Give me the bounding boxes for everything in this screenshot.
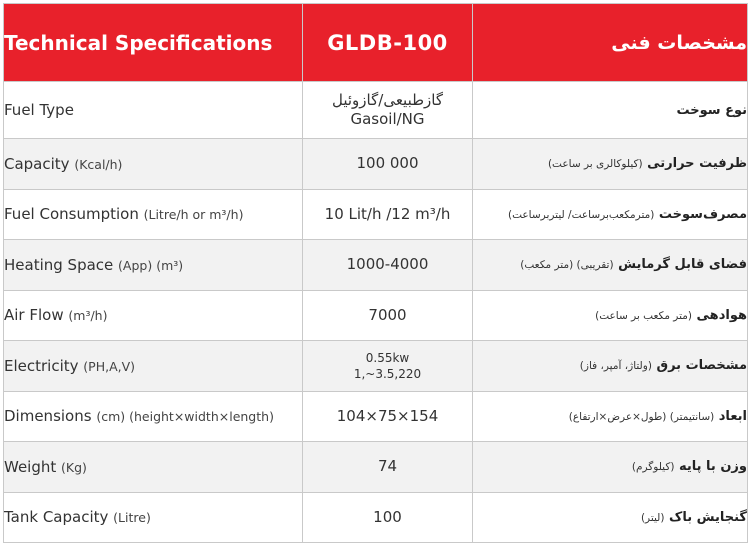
spec-label: Air Flow (4, 306, 64, 325)
spec-value: 10 Lit/h /12 m³/h (302, 188, 473, 240)
spec-name: Heating Space (App) (m³) (3, 239, 303, 291)
spec-name: Tank Capacity (Litre) (3, 491, 303, 543)
header-persian-specifications: مشخصات فنی (472, 3, 748, 82)
header-row: Technical Specifications GLDB-100 مشخصات… (3, 3, 748, 82)
spec-unit-fa: (مترمکعب‌برساعت/ لیتربرساعت) (507, 208, 655, 221)
table-row: Heating Space (App) (m³) 1000-4000 فضای … (3, 239, 748, 291)
spec-label: Fuel Type (4, 101, 74, 119)
spec-name: Fuel Type (3, 81, 303, 139)
table-row: Fuel Consumption (Litre/h or m³/h) 10 Li… (3, 188, 748, 240)
spec-label: Electricity (4, 356, 79, 375)
spec-unit: (m³/h) (68, 308, 108, 324)
header-model: GLDB-100 (302, 3, 473, 82)
spec-label-fa: گنجایش باک (669, 509, 747, 525)
spec-name: Fuel Consumption (Litre/h or m³/h) (3, 188, 303, 240)
table-row: Fuel Type گازطبیعی/گازوئیل Gasoil/NG نوع… (3, 81, 748, 139)
spec-name-fa: وزن با پایه (کیلوگرم) (472, 441, 748, 493)
spec-name: Dimensions (cm) (height×width×length) (3, 390, 303, 442)
table-row: Air Flow (m³/h) 7000 هوادهی (متر مکعب بر… (3, 289, 748, 341)
spec-name-fa: نوع سوخت (472, 81, 748, 139)
spec-unit-fa: (ولتاژ، آمپر، فاز) (579, 360, 652, 373)
spec-name-fa: گنجایش باک (لیتر) (472, 491, 748, 543)
spec-value-line2: Gasoil/NG (350, 110, 425, 128)
table-row: Capacity (Kcal/h) 100 000 ظرفیت حرارتی (… (3, 138, 748, 190)
table-row: Electricity (PH,A,V) 0.55kw 1,~3.5,220 م… (3, 340, 748, 392)
spec-unit-fa: (لیتر) (640, 511, 665, 524)
spec-label-fa: مشخصات برق (656, 358, 747, 374)
spec-value: 104×75×154 (302, 390, 473, 442)
spec-name: Capacity (Kcal/h) (3, 138, 303, 190)
spec-label: Weight (4, 457, 57, 476)
spec-label-fa: وزن با پایه (678, 459, 747, 475)
table-header: Technical Specifications GLDB-100 مشخصات… (3, 3, 748, 82)
spec-value: 1000-4000 (302, 239, 473, 291)
spec-value: 74 (302, 441, 473, 493)
spec-unit: (Litre) (113, 510, 151, 526)
spec-name-fa: مصرف‌سوخت (مترمکعب‌برساعت/ لیتربرساعت) (472, 188, 748, 240)
spec-name: Electricity (PH,A,V) (3, 340, 303, 392)
spec-label-fa: مصرف‌سوخت (658, 206, 747, 222)
table-row: Weight (Kg) 74 وزن با پایه (کیلوگرم) (3, 441, 748, 493)
spec-name-fa: مشخصات برق (ولتاژ، آمپر، فاز) (472, 340, 748, 392)
spec-name: Air Flow (m³/h) (3, 289, 303, 341)
spec-value-line2: 1,~3.5,220 (353, 366, 422, 381)
spec-value-line1: 0.55kw (365, 350, 410, 365)
spec-value: 0.55kw 1,~3.5,220 (302, 340, 473, 392)
spec-label: Capacity (4, 154, 70, 173)
spec-label: Fuel Consumption (4, 205, 139, 224)
table-row: Dimensions (cm) (height×width×length) 10… (3, 390, 748, 442)
spec-unit: (Kg) (61, 459, 87, 475)
spec-name-fa: ابعاد (سانتیمتر) (طول×عرض×ارتفاع) (472, 390, 748, 442)
spec-unit: (Litre/h or m³/h) (143, 207, 244, 223)
spec-label-fa: نوع سوخت (676, 102, 747, 118)
spec-unit-fa: (کیلوکالری بر ساعت) (547, 158, 643, 171)
spec-unit: (Kcal/h) (74, 156, 123, 172)
spec-unit-fa: (سانتیمتر) (طول×عرض×ارتفاع) (568, 410, 715, 423)
spec-unit-fa: (متر مکعب بر ساعت) (595, 309, 692, 322)
table-row: Tank Capacity (Litre) 100 گنجایش باک (لی… (3, 491, 748, 543)
spec-value: 100 (302, 491, 473, 543)
spec-label-fa: ظرفیت حرارتی (647, 156, 747, 172)
spec-unit-fa: (تقریبی) (متر مکعب) (520, 259, 614, 272)
spec-unit: (PH,A,V) (83, 358, 136, 374)
spec-label-fa: هوادهی (696, 307, 747, 323)
spec-name-fa: فضای قابل گرمایش (تقریبی) (متر مکعب) (472, 239, 748, 291)
spec-label-fa: فضای قابل گرمایش (618, 257, 747, 273)
header-technical-specifications: Technical Specifications (3, 3, 303, 82)
spec-label-fa: ابعاد (718, 408, 747, 424)
spec-table: Technical Specifications GLDB-100 مشخصات… (3, 3, 748, 543)
spec-value: 7000 (302, 289, 473, 341)
spec-name-fa: ظرفیت حرارتی (کیلوکالری بر ساعت) (472, 138, 748, 190)
spec-value-line1: گازطبیعی/گازوئیل (332, 91, 443, 109)
spec-label: Heating Space (4, 255, 114, 274)
spec-name-fa: هوادهی (متر مکعب بر ساعت) (472, 289, 748, 341)
spec-name: Weight (Kg) (3, 441, 303, 493)
spec-value: گازطبیعی/گازوئیل Gasoil/NG (302, 81, 473, 139)
spec-value: 100 000 (302, 138, 473, 190)
spec-unit: (cm) (height×width×length) (96, 409, 274, 425)
spec-label: Dimensions (4, 407, 92, 426)
spec-unit: (App) (m³) (118, 257, 184, 273)
spec-unit-fa: (کیلوگرم) (631, 461, 675, 474)
spec-label: Tank Capacity (4, 508, 109, 527)
